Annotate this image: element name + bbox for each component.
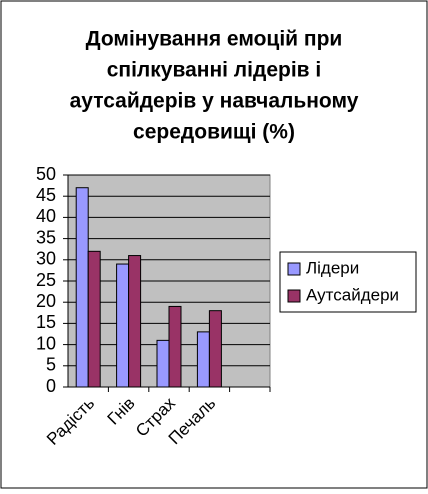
y-tick-label: 35 (36, 227, 56, 247)
legend-label: Аутсайдери (306, 285, 399, 304)
y-tick-label: 25 (36, 270, 56, 290)
legend-label: Лідери (306, 258, 359, 277)
bar (208, 310, 222, 388)
y-tick-label: 15 (36, 312, 56, 332)
bar (75, 187, 89, 388)
chart-title-line: Домінування емоцій при (86, 28, 343, 51)
y-tick-label: 0 (46, 376, 56, 396)
bar (168, 305, 182, 388)
bar (128, 255, 142, 388)
y-tick-label: 40 (36, 206, 56, 226)
chart-title: Домінування емоцій при спілкуванні лідері… (70, 28, 359, 144)
bar (116, 263, 130, 388)
y-tick-label: 30 (36, 249, 56, 269)
chart-title-line: аутсайдерів у навчальному (70, 90, 359, 113)
legend-swatch (287, 289, 301, 303)
y-tick-label: 50 (36, 164, 56, 184)
bar (87, 250, 101, 388)
legend-box (279, 251, 417, 313)
legend-swatch (287, 262, 301, 276)
chart-title-line: спілкуванні лідерів і (107, 59, 322, 82)
y-tick-label: 10 (36, 333, 56, 353)
y-tick-label: 20 (36, 291, 56, 311)
y-tick-label: 45 (36, 185, 56, 205)
bar (156, 339, 170, 388)
bar (196, 331, 210, 388)
chart-title-line: середовищі (%) (133, 121, 295, 144)
y-tick-label: 5 (46, 355, 56, 375)
